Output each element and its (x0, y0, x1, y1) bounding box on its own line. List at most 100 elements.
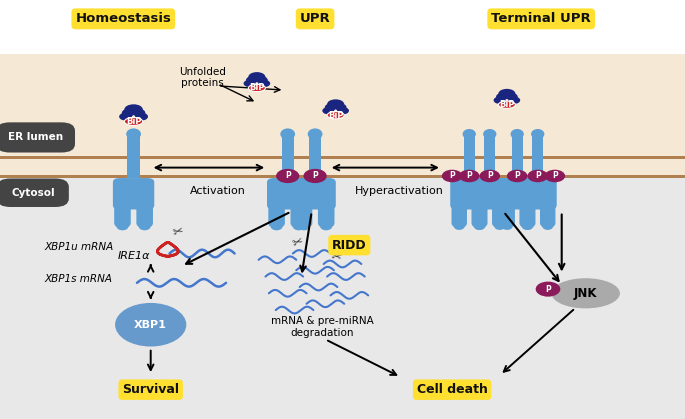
FancyBboxPatch shape (472, 199, 488, 228)
Bar (127, 134, 140, 159)
Text: ✂: ✂ (329, 251, 342, 265)
Circle shape (115, 303, 186, 347)
Circle shape (132, 109, 145, 117)
Circle shape (536, 282, 560, 297)
Ellipse shape (308, 129, 323, 140)
Circle shape (494, 97, 506, 104)
Text: UPR: UPR (300, 12, 330, 26)
Ellipse shape (124, 104, 143, 115)
Text: mRNA & pre-miRNA
degradation: mRNA & pre-miRNA degradation (271, 316, 373, 338)
Circle shape (258, 80, 270, 87)
Text: RIDD: RIDD (332, 238, 366, 252)
Ellipse shape (499, 89, 515, 98)
Text: XBP1u mRNA: XBP1u mRNA (45, 242, 114, 252)
Circle shape (251, 74, 263, 81)
Circle shape (244, 80, 256, 87)
Circle shape (507, 170, 527, 182)
Text: Cell death: Cell death (416, 383, 488, 396)
Circle shape (527, 170, 548, 182)
Bar (282, 159, 294, 178)
Bar (512, 134, 523, 159)
Bar (127, 159, 140, 178)
Circle shape (127, 106, 140, 114)
Ellipse shape (249, 72, 265, 82)
Circle shape (337, 107, 349, 114)
Bar (532, 159, 543, 178)
Circle shape (276, 169, 299, 183)
Bar (0, 0, 685, 159)
FancyBboxPatch shape (519, 178, 557, 210)
Text: P: P (487, 171, 493, 181)
Text: P: P (514, 171, 520, 181)
FancyBboxPatch shape (113, 178, 154, 210)
Ellipse shape (116, 222, 129, 230)
Bar (309, 159, 321, 178)
FancyBboxPatch shape (267, 178, 308, 210)
Circle shape (122, 109, 135, 117)
Ellipse shape (510, 129, 524, 139)
Bar (464, 134, 475, 159)
FancyBboxPatch shape (451, 199, 467, 228)
Bar (0, 178, 685, 419)
Circle shape (459, 170, 480, 182)
Ellipse shape (298, 222, 310, 230)
Ellipse shape (522, 222, 533, 230)
Text: P: P (449, 171, 455, 181)
Circle shape (501, 91, 513, 98)
Text: Unfolded
proteins: Unfolded proteins (179, 67, 225, 88)
Bar (512, 159, 523, 178)
Ellipse shape (320, 222, 332, 230)
Ellipse shape (522, 222, 533, 230)
Text: P: P (312, 171, 318, 181)
Text: BiP: BiP (328, 111, 343, 120)
Circle shape (323, 107, 334, 114)
Text: P: P (545, 285, 551, 294)
Ellipse shape (271, 222, 283, 230)
FancyBboxPatch shape (0, 178, 69, 207)
Circle shape (119, 113, 132, 121)
Text: Cytosol: Cytosol (11, 188, 55, 198)
Text: XBP1s mRNA: XBP1s mRNA (45, 274, 112, 284)
FancyBboxPatch shape (471, 199, 487, 228)
Ellipse shape (327, 111, 344, 119)
Text: P: P (552, 171, 558, 181)
Text: Homeostasis: Homeostasis (75, 12, 171, 26)
Text: ER lumen: ER lumen (8, 132, 63, 142)
Bar (532, 134, 543, 159)
Bar (0, 54, 685, 178)
Text: BiP: BiP (499, 100, 514, 109)
Circle shape (506, 93, 518, 100)
FancyBboxPatch shape (498, 178, 536, 210)
Ellipse shape (124, 118, 143, 125)
Circle shape (325, 103, 336, 111)
Text: P: P (285, 171, 290, 181)
Text: IRE1α: IRE1α (117, 251, 150, 261)
Circle shape (329, 101, 342, 108)
Ellipse shape (543, 222, 553, 230)
Text: BiP: BiP (249, 83, 264, 93)
FancyBboxPatch shape (136, 199, 153, 228)
Ellipse shape (462, 129, 476, 139)
FancyBboxPatch shape (0, 122, 75, 153)
FancyBboxPatch shape (450, 178, 488, 210)
FancyBboxPatch shape (520, 199, 536, 228)
FancyBboxPatch shape (492, 199, 508, 228)
Text: JNK: JNK (574, 287, 597, 300)
Circle shape (545, 170, 565, 182)
Ellipse shape (551, 278, 620, 308)
FancyBboxPatch shape (290, 199, 307, 228)
Text: Hyperactivation: Hyperactivation (355, 186, 443, 196)
Ellipse shape (453, 222, 464, 230)
Circle shape (335, 103, 347, 111)
Text: Survival: Survival (122, 383, 179, 396)
FancyBboxPatch shape (519, 199, 535, 228)
Ellipse shape (483, 129, 497, 139)
Circle shape (442, 170, 462, 182)
FancyBboxPatch shape (114, 199, 131, 228)
Text: P: P (535, 171, 540, 181)
Text: BiP: BiP (126, 117, 141, 126)
Text: ✂: ✂ (291, 235, 305, 251)
Text: P: P (466, 171, 472, 181)
Ellipse shape (280, 129, 295, 140)
Circle shape (508, 97, 520, 104)
